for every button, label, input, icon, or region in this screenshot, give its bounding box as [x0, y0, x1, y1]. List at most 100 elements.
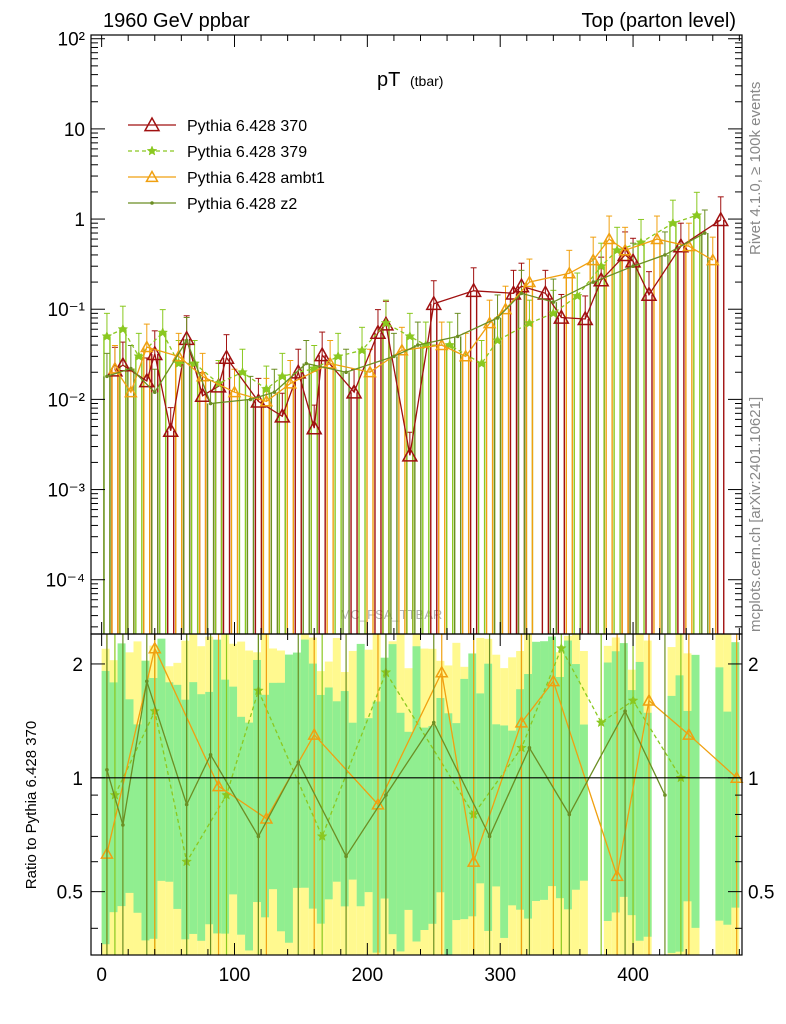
data-point: [703, 231, 707, 235]
data-point: [274, 407, 291, 423]
ratio-band-green: [300, 639, 309, 888]
data-point: [444, 339, 456, 350]
legend-label: Pythia 6.428 ambt1: [187, 170, 325, 187]
ratio-band-green: [277, 682, 285, 932]
ratio-band-green: [197, 694, 206, 941]
ratio-band-green: [396, 712, 405, 952]
data-point: [498, 302, 513, 315]
data-point: [117, 323, 129, 334]
data-point: [416, 343, 420, 347]
ratio-band-green: [205, 691, 214, 925]
ratio-data-point: [466, 854, 481, 867]
data-point: [140, 340, 154, 353]
ratio-band-green: [468, 653, 477, 917]
y-tick-label: 10²: [58, 30, 85, 51]
ratio-data-point: [610, 868, 624, 882]
data-point: [492, 334, 503, 346]
data-point: [586, 253, 600, 266]
ratio-data-point: [307, 727, 321, 740]
header-right: Top (parton level): [581, 10, 736, 32]
header-left: 1960 GeV ppbar: [103, 10, 250, 32]
data-point: [369, 324, 387, 339]
side-text-rivet: Rivet 4.1.0, ≥ 100k events: [747, 82, 764, 255]
data-point: [667, 217, 679, 228]
legend-marker: [145, 169, 159, 183]
ratio-band-green: [635, 661, 644, 941]
y-tick-label: 1: [74, 210, 85, 231]
ratio-band-green: [269, 682, 277, 890]
data-point: [184, 338, 189, 343]
data-point: [682, 239, 696, 252]
ratio-band-green: [237, 716, 246, 935]
plot-title-sub: (tbar): [410, 73, 443, 89]
data-point: [344, 370, 348, 375]
ratio-data-point: [623, 709, 627, 714]
y-tick-label: 10⁻²: [48, 390, 86, 411]
ratio-band-green: [611, 651, 620, 913]
data-point: [425, 295, 443, 311]
data-point: [129, 366, 133, 371]
data-point: [105, 374, 109, 379]
ratio-data-point: [663, 793, 667, 797]
data-point: [313, 346, 331, 362]
ratio-y-tick-label: 1: [72, 769, 83, 790]
data-point: [663, 253, 667, 257]
side-text-mcplots: mcplots.cern.ch [arXiv:2401.10621]: [747, 397, 764, 632]
ratio-band-green: [492, 724, 501, 887]
ratio-band-green: [340, 691, 349, 907]
data-point: [395, 343, 409, 356]
data-point: [495, 316, 500, 320]
data-point: [227, 385, 242, 398]
ratio-y-tick-label-right: 0.5: [748, 883, 774, 904]
ratio-band-green: [253, 659, 262, 903]
ratio-data-point: [434, 665, 449, 678]
data-point: [171, 349, 186, 362]
data-point: [712, 211, 730, 227]
data-point: [562, 266, 577, 279]
data-point: [157, 326, 169, 338]
data-point: [650, 232, 664, 245]
ratio-data-point: [514, 715, 529, 728]
data-point: [101, 330, 113, 341]
ratio-data-point: [296, 760, 301, 764]
data-point: [640, 286, 658, 302]
ratio-frame: [90, 633, 743, 956]
y-tick-label: 10⁻³: [48, 481, 86, 502]
data-point: [524, 317, 535, 328]
plot-title: pT (tbar): [377, 69, 443, 91]
data-point: [332, 350, 344, 361]
data-point: [591, 280, 595, 284]
ratio-band-green: [532, 641, 541, 901]
ratio-band-green: [524, 674, 533, 919]
ratio-data-point: [145, 679, 149, 684]
ratio-band-green: [452, 723, 461, 921]
ratio-band-green: [141, 660, 150, 941]
ratio-band-green: [691, 654, 700, 928]
ratio-data-point: [121, 823, 125, 827]
ratio-band-green: [675, 675, 684, 952]
ratio-band-green: [516, 689, 525, 910]
ratio-band-green: [500, 725, 509, 938]
data-point: [173, 357, 185, 369]
data-point: [547, 307, 559, 318]
legend: Pythia 6.428 370 Pythia 6.428 379 Pythia 6…: [128, 116, 325, 213]
data-point: [178, 330, 195, 346]
ratio-band-green: [484, 663, 493, 931]
legend-marker: [146, 145, 158, 156]
ratio-band-green: [556, 676, 564, 899]
data-point: [283, 376, 298, 389]
data-point: [248, 397, 253, 402]
ratio-panel: [91, 634, 744, 955]
ratio-band-green: [723, 711, 732, 925]
series-line: [114, 238, 714, 403]
ratio-band-green: [420, 727, 429, 930]
ratio-data-point: [256, 834, 261, 839]
ratio-band-green: [476, 693, 485, 884]
ratio-y-tick-label: 0.5: [57, 883, 83, 904]
data-point: [162, 422, 179, 438]
ratio-series-line: [106, 646, 738, 877]
data-point: [404, 330, 416, 341]
data-point: [551, 300, 556, 304]
ratio-band-green: [117, 643, 126, 907]
ratio-band-green: [563, 640, 572, 910]
